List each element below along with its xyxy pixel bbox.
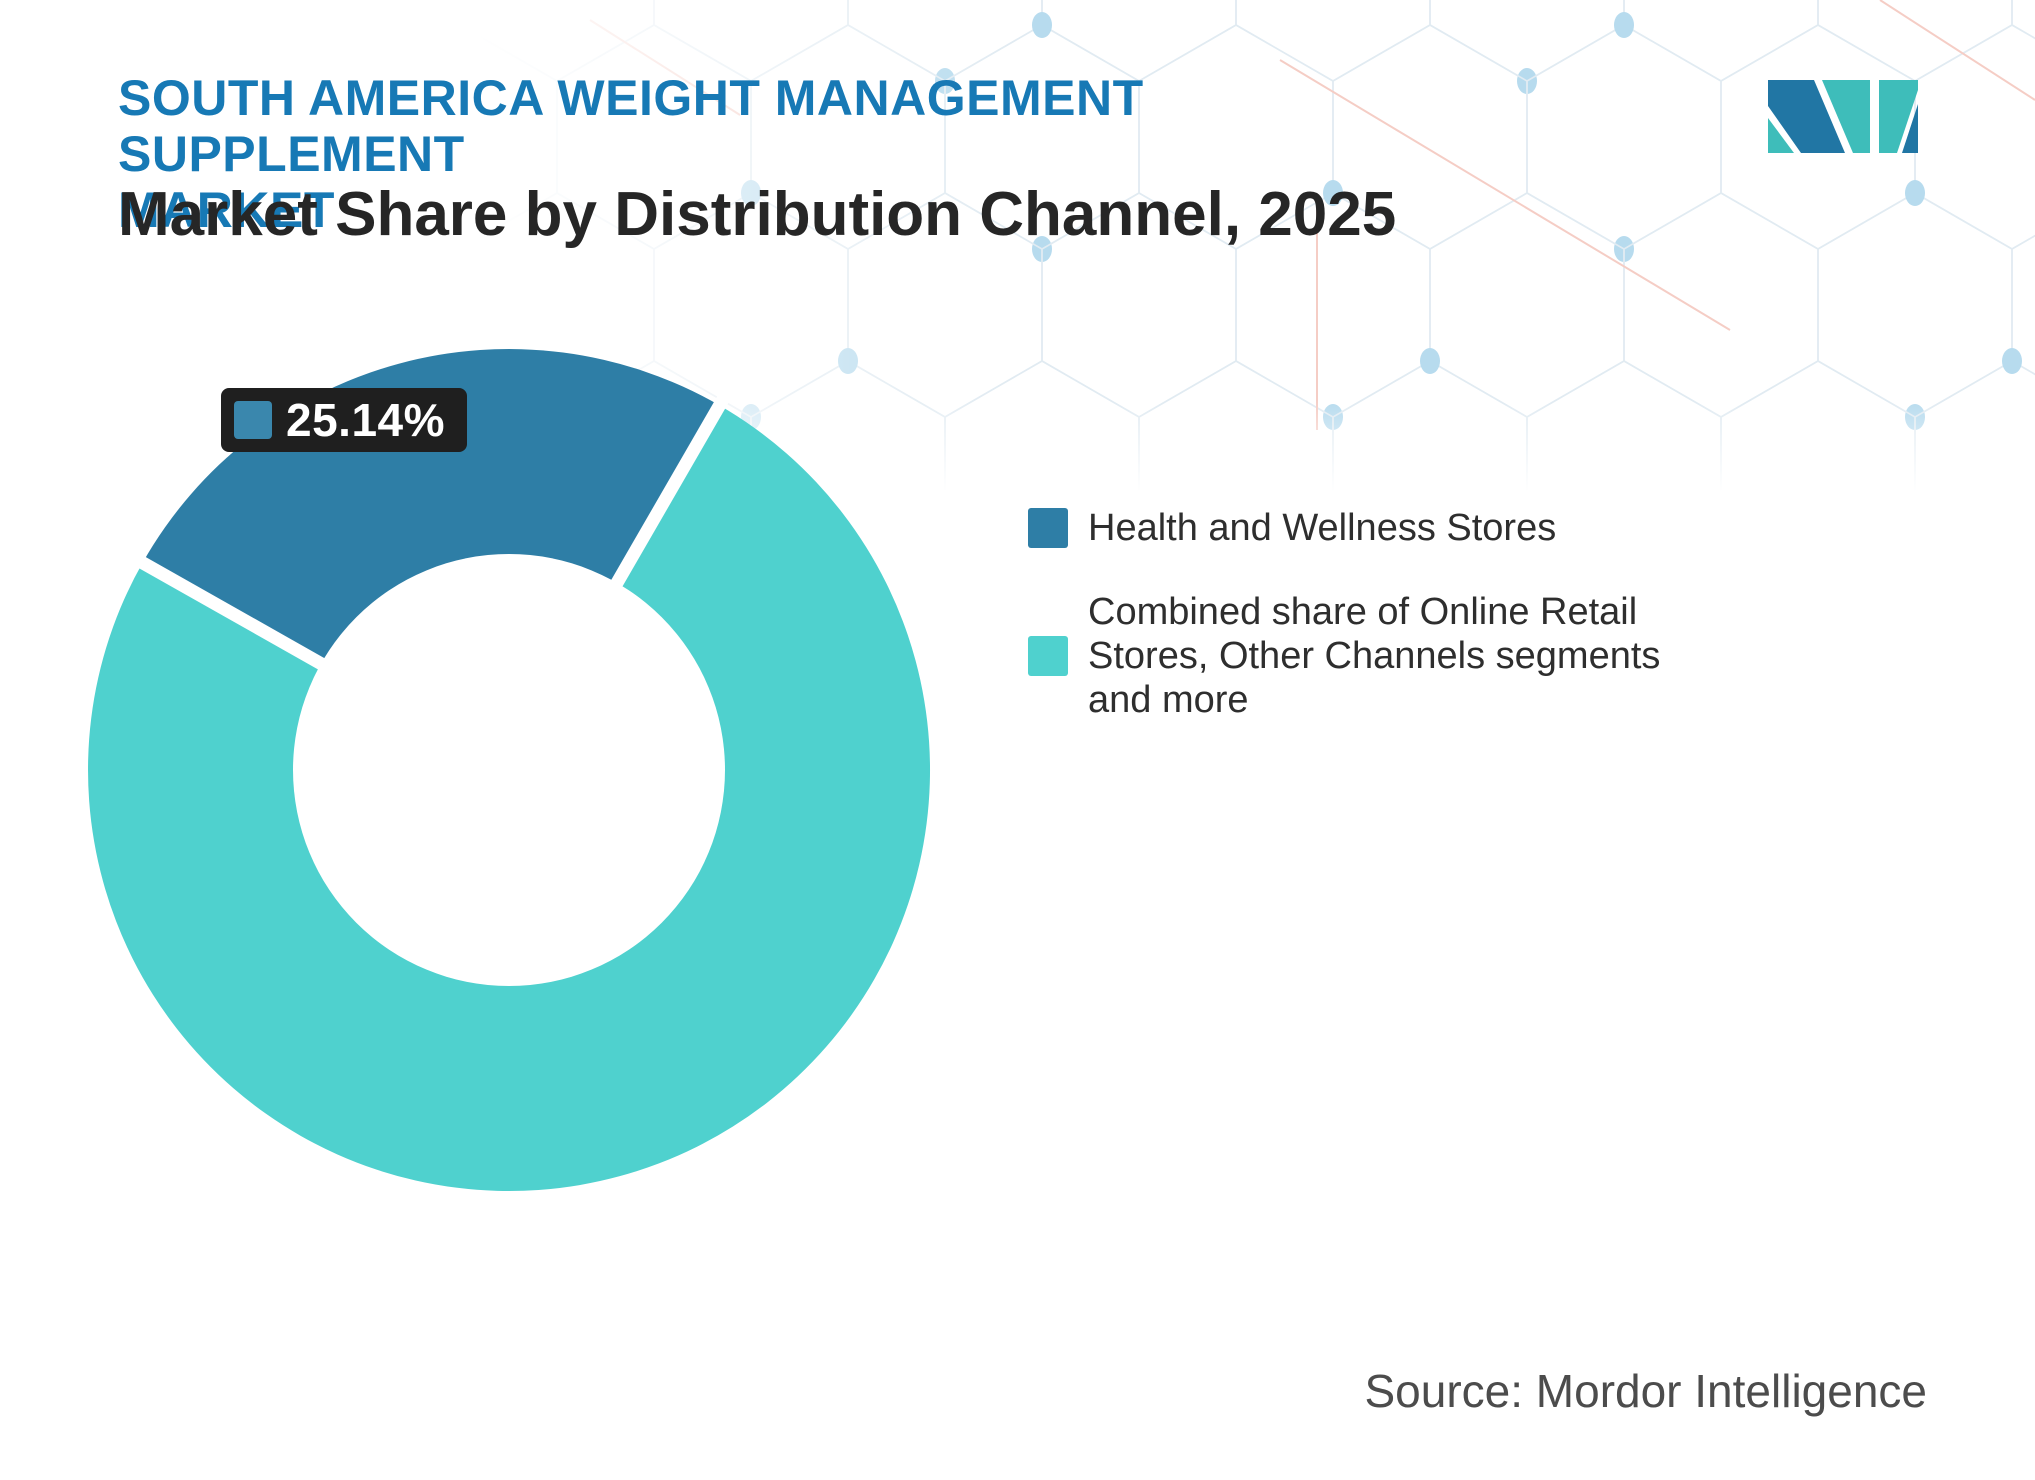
legend-item-health-wellness[interactable]: Health and Wellness Stores [1028, 506, 1728, 550]
donut-chart [88, 349, 931, 1192]
kicker-line-1: SOUTH AMERICA WEIGHT MANAGEMENT SUPPLEME… [118, 70, 1144, 182]
slice-health-and-wellness-stores[interactable] [142, 349, 720, 770]
mordor-intelligence-logo [1768, 80, 1918, 153]
logo-right-tile [1879, 80, 1918, 153]
logo-corner-triangle [1768, 118, 1794, 153]
logo-i-teal [1879, 80, 1918, 153]
logo-i-blue-triangle [1902, 104, 1918, 153]
logo-right-band [1822, 80, 1870, 153]
legend-label: Combined share of Online Retail Stores, … [1088, 591, 1661, 721]
page-title: Market Share by Distribution Channel, 20… [118, 180, 1397, 249]
chart-legend: Health and Wellness Stores Combined shar… [1028, 506, 1728, 722]
data-label-chip: 25.14% [221, 388, 468, 452]
donut-hole [293, 554, 725, 986]
legend-swatch-icon [1028, 636, 1068, 676]
kicker-line-2: MARKET [118, 182, 335, 238]
data-label-value: 25.14% [286, 394, 446, 446]
logo-m-diagonal [1768, 80, 1845, 153]
legend-swatch-icon [1028, 508, 1068, 548]
legend-label: Health and Wellness Stores [1088, 507, 1557, 549]
logo-left-tile [1768, 80, 1870, 153]
source-attribution: Source: Mordor Intelligence [1364, 1365, 1927, 1417]
chart-kicker-title: SOUTH AMERICA WEIGHT MANAGEMENT SUPPLEME… [118, 70, 1408, 238]
data-label-swatch-icon [234, 401, 272, 439]
legend-item-combined-others[interactable]: Combined share of Online Retail Stores, … [1028, 590, 1728, 722]
